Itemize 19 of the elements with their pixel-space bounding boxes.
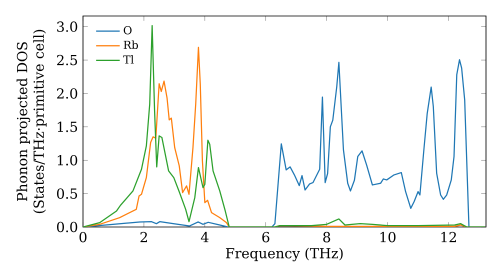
y-tick-label: 3.0 [57,21,78,32]
y-axis-title: Phonon projected DOS (States/THz·primitive cell) [16,30,47,214]
y-tick-label: 0.5 [57,188,78,199]
y-tick-label: 0.0 [57,222,78,232]
x-tick-label: 2 [140,232,147,242]
x-tick-label: 0 [80,232,86,242]
x-tick-label: 12 [441,232,456,242]
x-tick-label: 8 [323,232,330,242]
legend-label: O [124,26,132,34]
y-tick-label: 1.5 [58,122,78,132]
y-tick-label: 2.0 [57,88,78,99]
legend-label: Tl [123,55,134,64]
x-tick-label: 10 [380,232,396,242]
x-tick-label: 6 [262,232,270,242]
legend-label: Rb [124,40,138,50]
y-tick-label: 1.0 [58,154,78,166]
x-axis-title: Frequency (THz) [226,248,343,262]
y-tick-label: 2.5 [57,54,78,66]
x-tick-label: 4 [200,232,209,242]
